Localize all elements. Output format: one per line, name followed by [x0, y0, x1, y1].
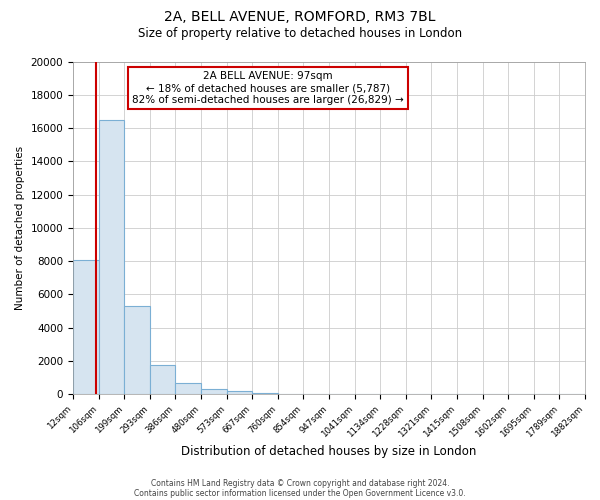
Text: 2A BELL AVENUE: 97sqm
← 18% of detached houses are smaller (5,787)
82% of semi-d: 2A BELL AVENUE: 97sqm ← 18% of detached …	[132, 72, 403, 104]
Text: Size of property relative to detached houses in London: Size of property relative to detached ho…	[138, 28, 462, 40]
X-axis label: Distribution of detached houses by size in London: Distribution of detached houses by size …	[181, 444, 477, 458]
Bar	[73, 260, 98, 394]
Bar	[201, 390, 227, 394]
Bar	[175, 382, 201, 394]
Y-axis label: Number of detached properties: Number of detached properties	[15, 146, 25, 310]
Bar	[150, 365, 175, 394]
Bar	[98, 120, 124, 394]
Bar	[124, 306, 150, 394]
Text: Contains HM Land Registry data © Crown copyright and database right 2024.: Contains HM Land Registry data © Crown c…	[151, 478, 449, 488]
Bar	[252, 392, 278, 394]
Text: Contains public sector information licensed under the Open Government Licence v3: Contains public sector information licen…	[134, 488, 466, 498]
Bar	[227, 391, 252, 394]
Text: 2A, BELL AVENUE, ROMFORD, RM3 7BL: 2A, BELL AVENUE, ROMFORD, RM3 7BL	[164, 10, 436, 24]
